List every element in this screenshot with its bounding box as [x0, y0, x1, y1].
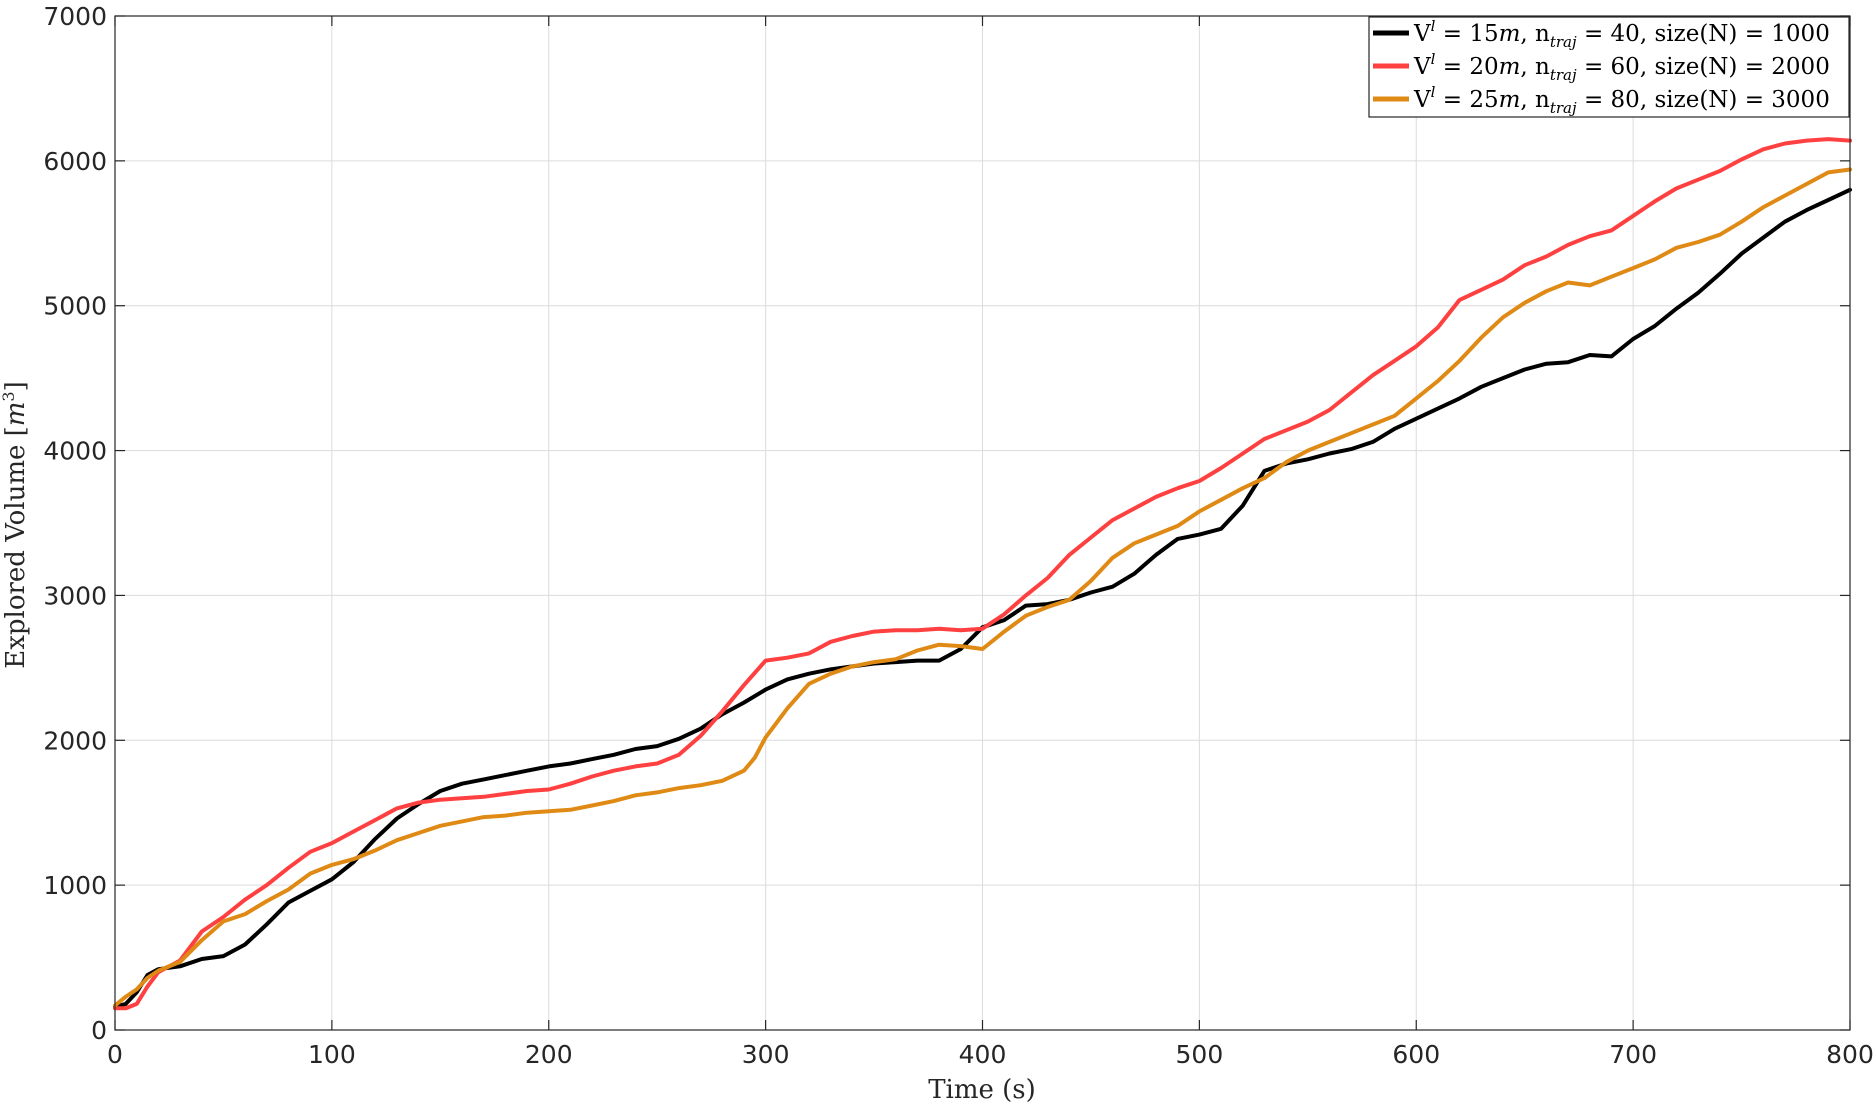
y-tick-label: 1000 [43, 871, 107, 900]
legend-box [1368, 16, 1850, 118]
legend-label: Vl = 15m, ntraj = 40, size(N) = 1000 [1413, 17, 1830, 51]
x-axis-ticks: 0 100 200 300 400 500 600 700 800 [107, 16, 1874, 1069]
legend-item-series-3: Vl = 25m, ntraj = 80, size(N) = 3000 [1373, 83, 1830, 117]
x-tick-label: 700 [1609, 1040, 1657, 1069]
x-tick-label: 500 [1176, 1040, 1224, 1069]
series-line-3 [113, 167, 1852, 1008]
legend-label: Vl = 25m, ntraj = 80, size(N) = 3000 [1413, 83, 1830, 117]
y-tick-label: 7000 [43, 2, 107, 31]
y-tick-label: 2000 [43, 726, 107, 755]
y-tick-label: 3000 [43, 581, 107, 610]
y-tick-label: 0 [91, 1016, 107, 1045]
y-tick-label: 4000 [43, 437, 107, 466]
series-layer [113, 137, 1852, 1011]
x-tick-label: 100 [308, 1040, 356, 1069]
x-tick-label: 600 [1392, 1040, 1440, 1069]
x-tick-label: 200 [525, 1040, 573, 1069]
legend: Vl = 15m, ntraj = 40, size(N) = 1000 Vl … [1368, 16, 1850, 118]
y-axis-ticks: 0 1000 2000 3000 4000 5000 6000 7000 [43, 2, 1850, 1045]
x-tick-label: 800 [1826, 1040, 1874, 1069]
y-tick-label: 6000 [43, 147, 107, 176]
x-tick-label: 0 [107, 1040, 123, 1069]
series-line-1 [113, 187, 1852, 1009]
legend-item-series-1: Vl = 15m, ntraj = 40, size(N) = 1000 [1373, 17, 1830, 51]
series-line-2 [113, 137, 1852, 1011]
legend-item-series-2: Vl = 20m, ntraj = 60, size(N) = 2000 [1373, 50, 1830, 84]
x-tick-label: 400 [959, 1040, 1007, 1069]
x-tick-label: 300 [742, 1040, 790, 1069]
y-tick-label: 5000 [43, 292, 107, 321]
legend-label: Vl = 20m, ntraj = 60, size(N) = 2000 [1413, 50, 1830, 84]
y-axis-label: Explored Volume [m3] [0, 381, 31, 669]
x-axis-label: Time (s) [928, 1075, 1036, 1105]
